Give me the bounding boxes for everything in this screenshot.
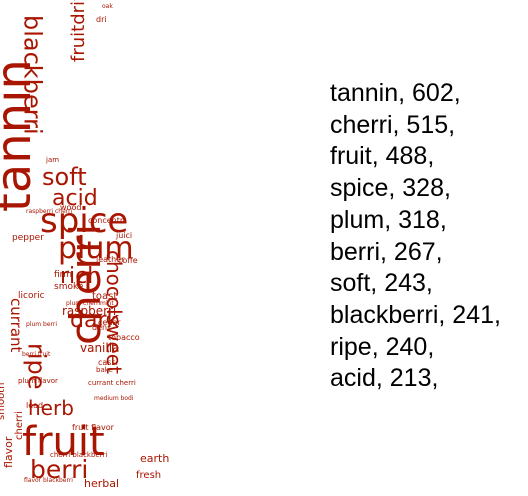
frequency-item: berri, 267, [330,237,443,266]
cloud-word: leather [96,255,125,264]
cloud-word: coffe [118,256,138,265]
cloud-word: firm [54,270,72,280]
cloud-word: medium bodi [94,395,134,402]
frequency-item: soft, 243, [330,269,433,298]
frequency-item: blackberri, 241, [330,300,501,329]
frequency-item: fruit, 488, [330,142,435,171]
cloud-word: dens [92,323,111,332]
cloud-word: cherri [61,224,110,345]
cloud-word: soft [42,163,87,191]
cloud-word: smooth [0,383,7,420]
cloud-word: smoke [54,282,84,292]
frequency-count: 328 [402,174,444,203]
cloud-word: raspberri cherri [26,208,73,215]
cloud-word: plum flavor [18,377,58,385]
cloud-word: bake [96,366,113,374]
word-frequency-list: tannin, 602, cherri, 515, fruit, 488, spice… [330,78,501,395]
cloud-word: chocolsweet [102,250,126,374]
frequency-count: 267 [393,237,436,266]
cloud-word: concentr [88,216,124,225]
frequency-item: ripe, 240, [330,332,435,361]
cloud-word: blackberri [18,15,46,135]
frequency-word: plum [330,205,385,234]
frequency-word: fruit [330,142,372,171]
cloud-word: cherri blackberri [50,451,107,459]
cloud-word: acid [52,186,98,211]
cloud-word: oak [102,3,113,10]
cloud-word: jam [45,156,59,164]
frequency-count: 243 [384,269,426,298]
cloud-word: vanilla [80,341,119,355]
frequency-word: berri [330,237,381,266]
cloud-word: tannin [0,59,42,212]
cloud-word: pepper [12,233,44,243]
cloud-word: toast [92,291,117,302]
frequency-word: ripe [330,332,372,361]
cloud-word: currant cherri [88,379,136,387]
cloud-word: spice [40,201,128,241]
cloud-word: earth [140,452,169,465]
frequency-count: 241 [452,300,494,329]
cloud-word: flavor blackberri [24,477,73,484]
cloud-word: rich [60,264,101,289]
frequency-count: 240 [385,332,428,361]
cloud-word: dark [70,308,119,333]
frequency-count: 488 [385,142,428,171]
cloud-word: mint [100,300,114,307]
cloud-word: flavor [2,436,15,468]
cloud-word: fruit flavor [72,423,115,432]
frequency-word: soft [330,269,371,298]
cloud-word: fruit [22,419,105,465]
cloud-word: fresh [136,470,161,481]
frequency-word: blackberri [330,300,439,329]
frequency-word: tannin [330,79,399,107]
frequency-word: acid [330,364,376,393]
word-cloud-words: tannincherrifruitspiceplumberrisoftblack… [0,0,169,490]
frequency-count: 602 [412,79,454,107]
cloud-word: ripe [22,343,50,390]
cloud-word: herbal [84,477,119,490]
cloud-word: lead [26,401,43,410]
cloud-word: dri [96,15,107,24]
cloud-word: berri fruit [22,351,51,358]
frequency-count: 515 [406,110,449,139]
cloud-word: raspberri [62,304,116,318]
frequency-item: cherri, 515, [330,110,456,139]
cloud-word: cedar [98,318,121,327]
cloud-word: wood [60,203,81,212]
cloud-word: licoric [18,291,45,301]
cloud-word: cherri [14,411,25,440]
frequency-word: spice [330,174,389,203]
cloud-word: plum cherri [66,300,101,307]
frequency-count: 318 [398,205,440,234]
cloud-word: tobacco [108,333,140,342]
cloud-word: cassi [98,358,118,367]
cloud-word: juici [115,231,132,240]
frequency-word: cherri [330,110,393,139]
cloud-word: plum berri [26,321,57,328]
cloud-word: plum [58,231,134,266]
cloud-word: berri [30,455,88,484]
frequency-item: tannin, 602, [330,79,461,107]
frequency-item: spice, 328, [330,174,451,203]
cloud-word: herb [28,396,74,420]
cloud-word: fruitdriven [68,0,89,62]
frequency-item: acid, 213, [330,364,439,393]
frequency-count: 213 [389,364,432,393]
frequency-item: plum, 318, [330,205,447,234]
cloud-word: currant [7,298,25,353]
